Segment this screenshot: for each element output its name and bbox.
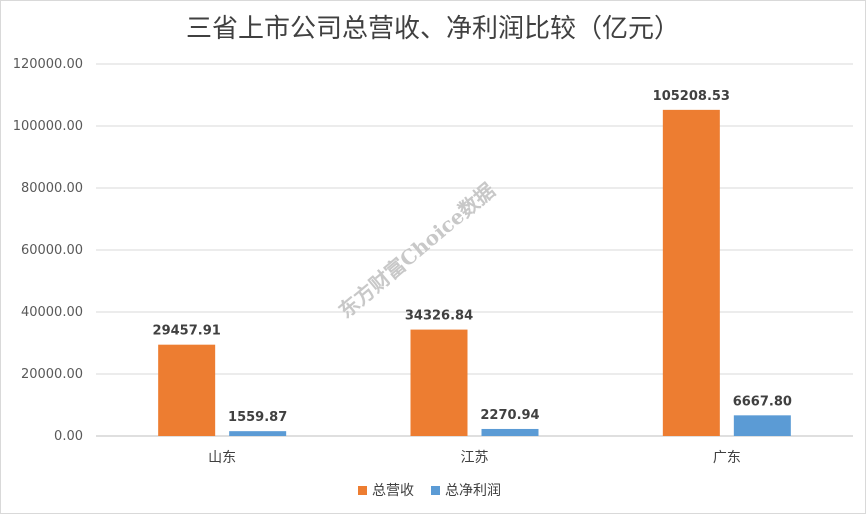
bar-revenue	[410, 329, 468, 436]
bars: 29457.91 1559.87 34326.84 2270.94 105208.53 6…	[153, 89, 792, 437]
chart-title: 三省上市公司总营收、净利润比较（亿元）	[186, 14, 680, 44]
watermark: 东方财富Choice数据	[334, 178, 500, 323]
gridlines	[96, 63, 853, 437]
legend: 总营收 总净利润	[358, 483, 501, 499]
bar-net-profit	[481, 428, 539, 436]
bar-revenue	[158, 344, 216, 436]
x-category-label: 山东	[208, 450, 236, 466]
data-label: 105208.53	[653, 89, 730, 104]
y-tick-label: 40000.00	[21, 305, 83, 320]
legend-swatch	[358, 486, 367, 495]
data-label: 6667.80	[733, 394, 792, 409]
data-label: 1559.87	[228, 410, 287, 425]
bar-net-profit	[229, 431, 287, 436]
legend-label: 总净利润	[445, 483, 501, 499]
x-axis: 山东 江苏 广东	[208, 450, 741, 466]
y-tick-label: 100000.00	[13, 119, 83, 134]
x-category-label: 江苏	[461, 450, 489, 466]
x-category-label: 广东	[713, 450, 741, 466]
y-axis: 0.00 20000.00 40000.00 60000.00 80000.00 1000…	[13, 57, 83, 444]
y-tick-label: 0.00	[54, 429, 83, 444]
y-tick-label: 120000.00	[13, 57, 83, 72]
bar-revenue	[662, 109, 720, 437]
y-tick-label: 80000.00	[21, 181, 83, 196]
y-tick-label: 60000.00	[21, 243, 83, 258]
data-label: 34326.84	[405, 309, 473, 324]
legend-swatch	[431, 486, 440, 495]
data-label: 2270.94	[480, 408, 539, 423]
data-label: 29457.91	[153, 324, 221, 339]
bar-net-profit	[733, 415, 791, 436]
legend-label: 总营收	[372, 483, 414, 499]
y-tick-label: 20000.00	[21, 367, 83, 382]
